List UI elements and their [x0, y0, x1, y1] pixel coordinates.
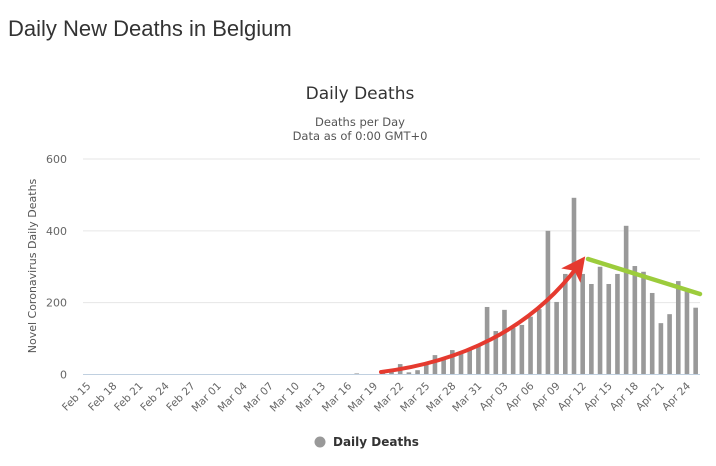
bar[interactable] [432, 355, 438, 375]
bar[interactable] [615, 273, 620, 375]
bar[interactable] [423, 364, 429, 375]
bar[interactable] [667, 314, 672, 375]
bar[interactable] [580, 273, 585, 375]
bar[interactable] [450, 350, 455, 375]
x-tick-label: Apr 15 [582, 380, 615, 413]
bar[interactable] [467, 349, 473, 375]
bar[interactable] [684, 290, 690, 375]
bar[interactable] [649, 292, 655, 375]
bar[interactable] [458, 352, 464, 375]
bar[interactable] [406, 372, 412, 375]
x-tick-label: Apr 03 [477, 380, 510, 413]
y-tick-label: 200 [46, 297, 67, 310]
bar[interactable] [597, 266, 603, 375]
bar[interactable] [658, 323, 664, 375]
legend-marker [314, 436, 326, 448]
bar[interactable] [389, 371, 394, 375]
bar[interactable] [675, 281, 681, 375]
bar[interactable] [606, 283, 612, 375]
bar[interactable] [641, 271, 646, 375]
bar[interactable] [589, 283, 594, 375]
x-tick-label: Apr 12 [556, 380, 589, 413]
x-tick-label: Apr 18 [608, 380, 641, 413]
chart-subtitle-1: Deaths per Day [315, 115, 405, 129]
x-tick-label: Apr 09 [530, 380, 563, 413]
bar[interactable] [493, 331, 499, 375]
bar[interactable] [502, 309, 507, 375]
x-tick-label: Mar 31 [450, 380, 484, 414]
rising-trend-arrow [379, 256, 586, 374]
bar[interactable] [441, 359, 446, 375]
x-tick-label: Apr 24 [660, 380, 693, 413]
y-tick-label: 400 [46, 225, 67, 238]
bar[interactable] [623, 225, 629, 375]
declining-trend-line [585, 256, 703, 297]
bar[interactable] [415, 370, 420, 375]
bar[interactable] [476, 345, 481, 375]
x-tick-label: Apr 21 [634, 380, 667, 413]
chart-title: Daily Deaths [306, 84, 415, 104]
bar[interactable] [632, 266, 638, 375]
bar[interactable] [528, 316, 533, 375]
bar[interactable] [571, 197, 577, 375]
page-title: Daily New Deaths in Belgium [8, 16, 292, 41]
bar[interactable] [693, 307, 698, 375]
y-tick-label: 600 [46, 153, 67, 166]
legend-label[interactable]: Daily Deaths [333, 435, 419, 449]
bar[interactable] [354, 373, 360, 375]
bar[interactable] [563, 273, 568, 375]
bar[interactable] [536, 309, 542, 375]
legend[interactable]: Daily Deaths [314, 435, 419, 449]
bar[interactable] [510, 327, 516, 375]
chart-subtitle-2: Data as of 0:00 GMT+0 [293, 129, 428, 143]
y-axis-label: Novel Coronavirus Daily Deaths [26, 178, 39, 353]
bar[interactable] [554, 301, 559, 375]
bar[interactable] [545, 230, 551, 375]
bar[interactable] [519, 324, 525, 375]
y-tick-label: 0 [60, 369, 67, 382]
